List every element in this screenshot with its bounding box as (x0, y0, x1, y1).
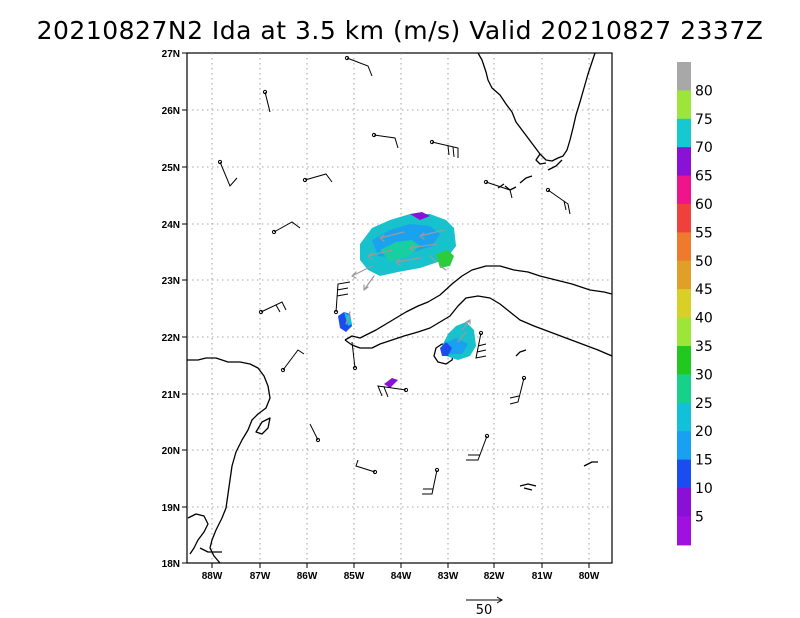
colorbar: 80 75 70 65 60 55 50 45 40 35 30 25 20 15 10 5 (677, 62, 713, 546)
lat-label: 21N (162, 390, 180, 401)
colorbar-swatch (677, 374, 691, 404)
frame-ticks (182, 52, 590, 568)
colorbar-label: 65 (695, 169, 713, 185)
colorbar-swatch (677, 260, 691, 290)
lon-label: 81W (532, 571, 553, 582)
colorbar-label: 45 (695, 282, 713, 298)
lat-label: 25N (162, 163, 180, 174)
lat-label: 18N (162, 559, 180, 570)
colorbar-swatch (677, 175, 691, 205)
colorbar-label: 15 (695, 453, 713, 469)
colorbar-label: 70 (695, 140, 713, 156)
colorbar-label: 10 (695, 481, 713, 497)
lon-label: 83W (438, 571, 459, 582)
colorbar-swatch (677, 431, 691, 461)
scale-arrow (466, 596, 503, 604)
colorbar-label: 35 (695, 339, 713, 355)
map-frame (186, 52, 613, 564)
colorbar-label: 30 (695, 367, 713, 383)
lon-label: 88W (202, 571, 223, 582)
lon-label: 84W (391, 571, 412, 582)
colorbar-swatch (677, 317, 691, 347)
colorbar-swatch (677, 488, 691, 517)
colorbar-swatch (677, 346, 691, 375)
lon-label: 85W (344, 571, 365, 582)
colorbar-swatch (677, 232, 691, 262)
colorbar-swatch (677, 62, 691, 91)
lat-label: 26N (162, 106, 180, 117)
lat-label: 19N (162, 503, 180, 514)
colorbar-label: 20 (695, 424, 713, 440)
colorbar-swatch (677, 90, 691, 120)
colorbar-label: 55 (695, 225, 713, 241)
colorbar-label: 75 (695, 112, 713, 128)
colorbar-swatch (677, 289, 691, 319)
wind-swath (338, 212, 476, 388)
lat-label: 23N (162, 276, 180, 287)
lon-label: 80W (579, 571, 600, 582)
colorbar-label: 25 (695, 396, 713, 412)
colorbar-label: 40 (695, 311, 713, 327)
map-title: 20210827N2 Ida at 3.5 km (m/s) Valid 202… (36, 16, 764, 45)
colorbar-swatch (677, 459, 691, 489)
colorbar-swatch (677, 118, 691, 148)
colorbar-swatch (677, 147, 691, 177)
lat-label: 27N (162, 49, 180, 60)
lon-label: 87W (250, 571, 271, 582)
colorbar-swatch (677, 402, 691, 432)
wind-barbs (217, 55, 571, 495)
colorbar-label: 50 (695, 254, 713, 270)
colorbar-label: 5 (695, 509, 704, 525)
colorbar-label: 60 (695, 197, 713, 213)
colorbar-label: 80 (695, 83, 713, 99)
colorbar-swatch (677, 204, 691, 233)
lat-label: 22N (162, 333, 180, 344)
scale-label: 50 (476, 603, 493, 618)
lat-label: 20N (162, 446, 180, 457)
lon-label: 82W (484, 571, 505, 582)
lat-label: 24N (162, 220, 180, 231)
lon-label: 86W (297, 571, 318, 582)
lat-labels: 27N 26N 25N 24N 23N 22N 21N 20N 19N 18N (162, 49, 180, 570)
wind-vectors (345, 229, 471, 343)
graticule (187, 53, 612, 563)
colorbar-swatch (677, 516, 691, 546)
lon-labels: 88W 87W 86W 85W 84W 83W 82W 81W 80W (202, 571, 600, 582)
